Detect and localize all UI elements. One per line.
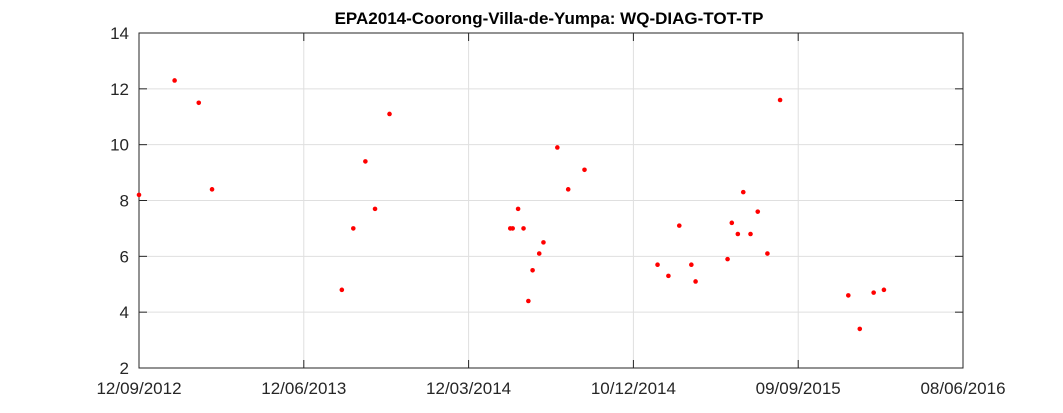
data-point xyxy=(857,326,863,332)
data-point xyxy=(565,187,571,192)
y-tick-label: 2 xyxy=(120,359,129,378)
data-point xyxy=(515,206,521,212)
data-point xyxy=(846,293,851,298)
data-point xyxy=(387,111,392,117)
chart-title: EPA2014-Coorong-Villa-de-Yumpa: WQ-DIAG-… xyxy=(335,9,764,28)
data-point xyxy=(541,240,546,245)
data-point xyxy=(725,256,730,262)
x-tick-label: 12/09/2012 xyxy=(96,379,181,398)
data-point xyxy=(536,251,542,256)
axis-ticks: 12/09/2012 12/06/2013 12/03/2014 10/12/2014… xyxy=(96,24,1005,398)
y-tick-label: 10 xyxy=(110,136,129,155)
data-point xyxy=(740,189,746,195)
x-tick-label: 12/06/2013 xyxy=(261,379,346,398)
data-point xyxy=(172,78,177,83)
data-points xyxy=(136,78,887,332)
data-point xyxy=(526,298,531,304)
data-point xyxy=(676,223,682,228)
data-point xyxy=(582,167,587,173)
x-tick-label: 08/06/2016 xyxy=(920,379,1005,398)
data-point xyxy=(136,192,142,198)
data-point xyxy=(196,100,202,106)
data-point xyxy=(735,231,741,237)
data-point xyxy=(521,226,526,231)
data-point xyxy=(748,231,753,237)
data-point xyxy=(765,251,770,256)
data-point xyxy=(666,273,671,279)
data-point xyxy=(363,159,368,164)
data-point xyxy=(689,262,694,268)
y-tick-label: 12 xyxy=(110,80,129,99)
y-tick-label: 14 xyxy=(110,24,129,43)
data-point xyxy=(339,287,345,293)
data-point xyxy=(372,206,378,212)
data-point xyxy=(555,145,560,150)
data-point xyxy=(209,187,215,192)
data-point xyxy=(510,226,515,231)
y-tick-label: 8 xyxy=(120,192,129,211)
data-point xyxy=(755,209,761,214)
x-tick-label: 10/12/2014 xyxy=(591,379,676,398)
data-point xyxy=(729,220,735,226)
x-tick-label: 09/09/2015 xyxy=(756,379,841,398)
data-point xyxy=(655,262,660,268)
data-point xyxy=(351,226,356,231)
y-tick-label: 4 xyxy=(120,303,129,322)
data-point xyxy=(530,267,535,273)
data-point xyxy=(871,290,876,295)
data-point xyxy=(693,279,698,284)
data-point xyxy=(777,97,783,103)
y-tick-label: 6 xyxy=(120,247,129,266)
x-tick-label: 12/03/2014 xyxy=(426,379,511,398)
data-point xyxy=(881,287,887,293)
